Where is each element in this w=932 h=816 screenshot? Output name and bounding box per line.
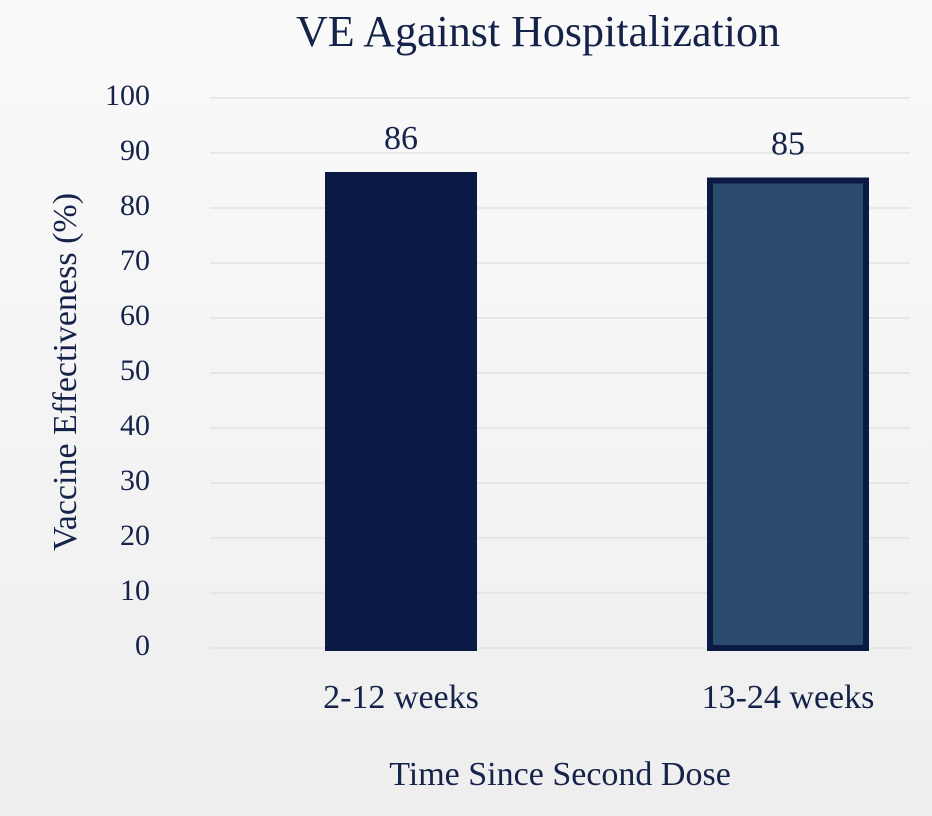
y-tick-label: 10: [120, 574, 150, 607]
y-tick-label: 40: [120, 409, 150, 442]
x-tick-label: 2-12 weeks: [323, 679, 479, 716]
data-label: 86: [384, 120, 418, 157]
data-label: 85: [771, 125, 805, 162]
y-tick-label: 100: [105, 79, 150, 112]
y-tick-label: 90: [120, 134, 150, 167]
x-axis-label: Time Since Second Dose: [389, 756, 731, 793]
bar: [707, 177, 869, 651]
y-tick-label: 20: [120, 519, 150, 552]
y-tick-label: 0: [135, 629, 150, 662]
y-tick-label: 70: [120, 244, 150, 277]
y-tick-label: 30: [120, 464, 150, 497]
y-axis-label: Vaccine Effectiveness (%): [47, 193, 84, 551]
y-tick-label: 60: [120, 299, 150, 332]
bar: [325, 172, 477, 651]
chart-title: VE Against Hospitalization: [296, 7, 780, 56]
y-tick-label: 80: [120, 189, 150, 222]
y-tick-label: 50: [120, 354, 150, 387]
x-tick-label: 13-24 weeks: [702, 679, 875, 716]
